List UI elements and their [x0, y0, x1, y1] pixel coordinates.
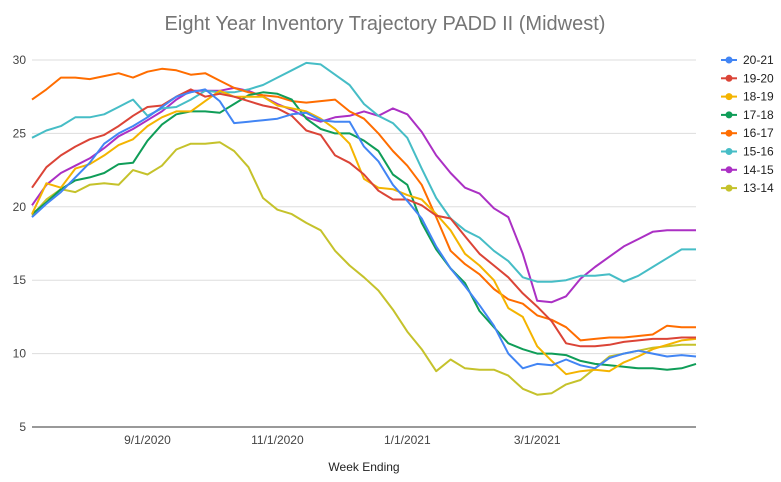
series-line: [31, 91, 697, 371]
gridlines: [32, 59, 696, 428]
legend-label: 16-17: [743, 126, 774, 140]
legend-swatch-dot: [725, 148, 733, 155]
legend-swatch-dot: [725, 129, 733, 137]
x-tick-label: 1/1/2021: [384, 433, 431, 447]
series-line: [31, 89, 697, 376]
y-tick-label: 20: [13, 200, 27, 214]
series-line: [31, 67, 696, 342]
series-lines: [31, 61, 697, 396]
y-axis-ticks: 5 10 15 20 25 30: [13, 53, 27, 434]
y-tick-label: 10: [13, 347, 27, 361]
legend-swatch-dot: [725, 184, 733, 192]
x-tick-label: 9/1/2020: [124, 433, 171, 447]
legend-label: 14-15: [743, 163, 774, 177]
legend-label: 18-19: [743, 90, 774, 104]
x-axis-label: Week Ending: [328, 460, 399, 474]
series-line: [31, 88, 696, 348]
series-line: [31, 141, 696, 396]
y-tick-label: 25: [13, 126, 27, 140]
legend-label: 13-14: [743, 181, 774, 195]
legend-swatch-dot: [725, 74, 733, 82]
y-tick-label: 30: [13, 53, 27, 67]
legend-swatch-dot: [725, 166, 733, 174]
legend: 20-21 19-20 18-19 17-18 16-17 15-16 14-15 13-14: [721, 53, 774, 195]
legend-swatch-dot: [725, 56, 733, 64]
chart-title: Eight Year Inventory Trajectory PADD II …: [165, 13, 606, 35]
x-tick-label: 11/1/2020: [251, 433, 304, 447]
legend-label: 19-20: [743, 71, 774, 85]
x-tick-label: 3/1/2021: [514, 433, 561, 447]
y-tick-label: 5: [19, 420, 26, 434]
legend-label: 17-18: [743, 108, 774, 122]
legend-label: 20-21: [743, 53, 774, 67]
legend-swatch-dot: [725, 93, 733, 101]
y-tick-label: 15: [13, 273, 27, 287]
x-axis-ticks: 9/1/2020 11/1/2020 1/1/2021 3/1/2021: [124, 433, 561, 447]
legend-swatch-dot: [725, 111, 733, 119]
series-line: [31, 88, 697, 370]
legend-label: 15-16: [743, 145, 774, 159]
